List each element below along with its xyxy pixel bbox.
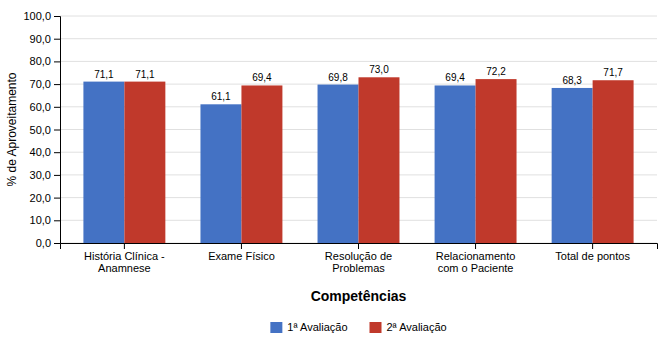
bar (241, 85, 282, 243)
y-tick-mark (54, 198, 60, 199)
y-tick-label: 30,0 (30, 169, 51, 181)
y-tick-label: 0,0 (36, 237, 51, 249)
y-tick-label: 100,0 (23, 10, 51, 22)
x-tick-label: História Clínica -Anamnese (84, 250, 165, 275)
y-tick-label: 20,0 (30, 192, 51, 204)
data-label: 69,4 (252, 72, 272, 83)
x-tick-mark (475, 243, 476, 249)
y-tick-label: 60,0 (30, 101, 51, 113)
bar (83, 82, 124, 243)
x-tick: Resolução deProblemas (325, 243, 392, 274)
data-label: 72,2 (486, 66, 506, 77)
bar (476, 79, 517, 243)
bars (83, 77, 633, 243)
x-axis: História Clínica -Anamnese Exame Físico Re… (61, 243, 658, 274)
y-tick-mark (54, 61, 60, 62)
x-tick-label: Exame Físico (208, 250, 275, 262)
x-tick-label-line: Problemas (332, 262, 385, 274)
y-tick-mark (54, 175, 60, 176)
y-tick-label: 70,0 (30, 78, 51, 90)
grid-line (60, 61, 657, 62)
data-label: 71,7 (603, 67, 623, 78)
bar (435, 85, 476, 243)
y-tick-label: 10,0 (30, 214, 51, 226)
legend-item: 2ª Avaliação (370, 321, 447, 333)
y-tick: 70,0 (30, 78, 60, 90)
legend-swatch (370, 322, 382, 333)
y-tick: 30,0 (30, 169, 60, 181)
y-tick: 40,0 (30, 146, 60, 158)
y-tick: 60,0 (30, 101, 60, 113)
x-tick-mark (358, 243, 359, 249)
y-tick: 80,0 (30, 55, 60, 67)
grid (60, 16, 657, 243)
y-axis: 0,0 10,0 20,0 30,0 40,0 50,0 60,0 70,0 80,0 90,0 1… (23, 10, 60, 249)
bar (124, 82, 165, 243)
y-tick-label: 80,0 (30, 55, 51, 67)
chart: 0,0 10,0 20,0 30,0 40,0 50,0 60,0 70,0 80,0 90,0 1… (0, 0, 669, 343)
bar (318, 85, 359, 243)
x-tick-mark (241, 243, 242, 249)
plot: 0,0 10,0 20,0 30,0 40,0 50,0 60,0 70,0 80,0 90,0 1… (5, 10, 658, 304)
y-tick-mark (54, 220, 60, 221)
x-axis-title: Competências (311, 288, 407, 304)
grid-line (60, 16, 657, 17)
y-axis-line (54, 17, 61, 244)
y-tick: 10,0 (30, 214, 60, 226)
x-tick-label-line: Anamnese (98, 262, 151, 274)
x-tick: Relacionamentocom o Paciente (436, 243, 516, 274)
data-label: 69,4 (445, 72, 465, 83)
data-label: 61,1 (211, 91, 231, 102)
bar (359, 77, 400, 243)
x-tick-label-line: Resolução de (325, 250, 392, 262)
y-tick-label: 90,0 (30, 33, 51, 45)
x-axis-line (61, 244, 658, 250)
legend-label: 1ª Avaliação (287, 321, 347, 333)
y-tick-mark (54, 84, 60, 85)
x-tick: Total de pontos (555, 243, 630, 262)
x-tick-label: Total de pontos (555, 250, 630, 262)
data-label: 71,1 (135, 69, 155, 80)
bar (200, 104, 241, 243)
legend-item: 1ª Avaliação (270, 321, 347, 333)
y-tick-mark (54, 243, 60, 244)
y-tick: 0,0 (36, 237, 60, 249)
bar (593, 80, 634, 243)
data-labels: 71,1 61,1 69,8 69,4 68,3 71,1 69,4 73,0 72,2 71,7 (94, 64, 623, 102)
legend-label: 2ª Avaliação (387, 321, 447, 333)
x-tick-label-line: História Clínica - (84, 250, 165, 262)
series (124, 77, 633, 243)
x-tick-mark (124, 243, 125, 249)
y-tick: 90,0 (30, 33, 60, 45)
y-tick-label: 40,0 (30, 146, 51, 158)
x-tick-label: Resolução deProblemas (325, 250, 392, 275)
y-tick: 50,0 (30, 124, 60, 136)
y-tick-mark (54, 130, 60, 131)
data-label: 69,8 (328, 72, 348, 83)
x-tick: História Clínica -Anamnese (84, 243, 165, 274)
y-tick: 20,0 (30, 192, 60, 204)
bar (552, 88, 593, 243)
data-label: 73,0 (369, 64, 389, 75)
y-tick-mark (54, 152, 60, 153)
y-tick-mark (54, 39, 60, 40)
x-tick-label-line: Total de pontos (555, 250, 630, 262)
x-tick-mark (592, 243, 593, 249)
x-tick-label: Relacionamentocom o Paciente (436, 250, 516, 275)
x-tick: Exame Físico (208, 243, 275, 262)
x-tick-label-line: Relacionamento (436, 250, 516, 262)
x-tick-label-line: Exame Físico (208, 250, 275, 262)
data-label: 71,1 (94, 69, 114, 80)
x-tick-label-line: com o Paciente (438, 262, 514, 274)
y-tick-label: 50,0 (30, 124, 51, 136)
legend: 1ª Avaliação 2ª Avaliação (270, 321, 446, 333)
legend-swatch (270, 322, 282, 333)
y-tick: 100,0 (23, 10, 60, 22)
data-label: 68,3 (562, 75, 582, 86)
grid-line (60, 38, 657, 39)
y-tick-mark (54, 16, 60, 17)
y-tick-mark (54, 107, 60, 108)
y-axis-title: % de Aproveitamento (5, 72, 19, 186)
